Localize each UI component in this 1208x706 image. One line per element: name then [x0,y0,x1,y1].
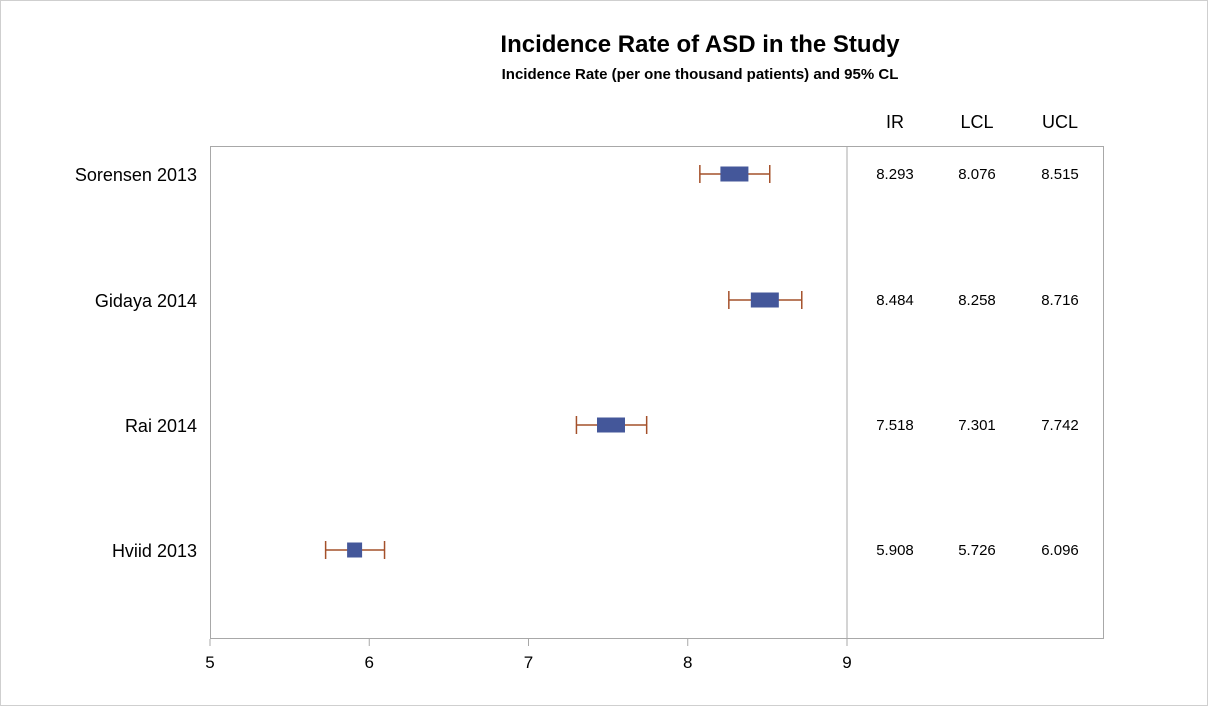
plot-frame [210,146,1104,639]
lcl-value-cell: 8.258 [958,292,996,309]
study-label: Hviid 2013 [112,541,197,561]
study-row: Gidaya 2014 8.484 8.258 8.716 [95,291,1079,311]
study-row: Sorensen 2013 8.293 8.076 8.515 [75,165,1079,185]
lcl-value-cell: 5.726 [958,542,996,559]
x-tick-label: 9 [842,653,851,672]
study-label: Sorensen 2013 [75,165,197,185]
ucl-value-cell: 8.515 [1041,166,1079,183]
lcl-value-cell: 7.301 [958,417,996,434]
ir-value-cell: 8.293 [876,166,914,183]
ir-marker [750,292,779,308]
column-header-ir: IR [886,112,904,132]
ucl-value-cell: 6.096 [1041,542,1079,559]
chart-subtitle: Incidence Rate (per one thousand patient… [502,66,899,83]
study-label: Rai 2014 [125,416,197,436]
ucl-value-cell: 8.716 [1041,292,1079,309]
lcl-value-cell: 8.076 [958,166,996,183]
ir-value-cell: 8.484 [876,292,914,309]
chart-title: Incidence Rate of ASD in the Study [500,31,900,58]
ir-marker [596,417,625,433]
study-row: Rai 2014 7.518 7.301 7.742 [125,416,1079,436]
x-tick-label: 7 [524,653,533,672]
ir-value-cell: 7.518 [876,417,914,434]
ir-marker [347,542,363,558]
study-row: Hviid 2013 5.908 5.726 6.096 [112,541,1079,561]
ucl-value-cell: 7.742 [1041,417,1079,434]
x-tick-label: 8 [683,653,692,672]
x-tick-label: 6 [365,653,374,672]
x-axis: 5 6 7 8 9 [205,639,852,672]
column-header-ucl: UCL [1042,112,1078,132]
ir-value-cell: 5.908 [876,542,914,559]
study-label: Gidaya 2014 [95,291,197,311]
study-rows: Sorensen 2013 8.293 8.076 8.515 Gidaya 2014 8… [75,165,1079,561]
ir-marker [720,166,749,182]
x-tick-label: 5 [205,653,214,672]
column-header-lcl: LCL [960,112,993,132]
